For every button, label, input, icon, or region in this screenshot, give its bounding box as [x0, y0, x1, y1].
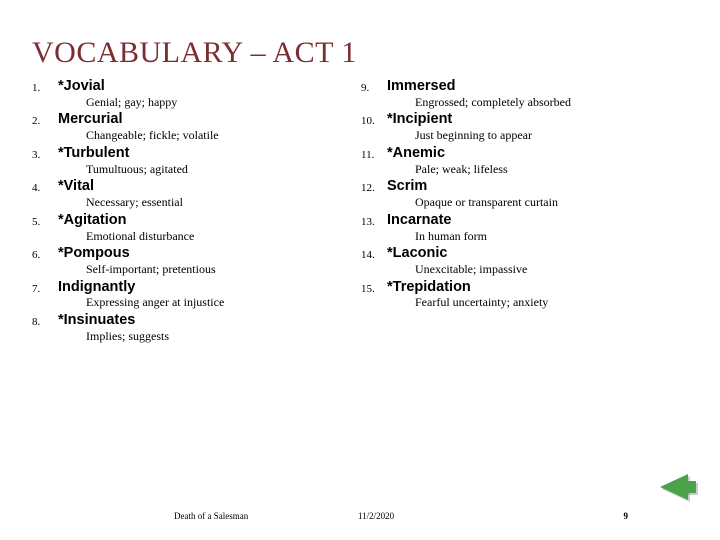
vocab-word: *Insinuates: [58, 312, 361, 329]
list-item: 2.MercurialChangeable; fickle; volatile: [32, 111, 361, 144]
col-right: 9.ImmersedEngrossed; completely absorbed…: [361, 78, 690, 346]
vocab-def: Unexcitable; impassive: [387, 262, 690, 277]
list-item: 6.*PompousSelf-important; pretentious: [32, 245, 361, 278]
footer-page: 9: [624, 511, 629, 521]
item-number: 13.: [361, 212, 387, 245]
list-item: 9.ImmersedEngrossed; completely absorbed: [361, 78, 690, 111]
back-arrow-icon[interactable]: [660, 474, 688, 500]
list-item: 11.*AnemicPale; weak; lifeless: [361, 145, 690, 178]
list-item: 13.IncarnateIn human form: [361, 212, 690, 245]
page-title: VOCABULARY – ACT 1: [32, 36, 690, 70]
list-item: 15.*TrepidationFearful uncertainty; anxi…: [361, 279, 690, 312]
vocab-word: Indignantly: [58, 279, 361, 296]
col-left: 1.*JovialGenial; gay; happy 2.MercurialC…: [32, 78, 361, 346]
vocab-def: Pale; weak; lifeless: [387, 162, 690, 177]
item-number: 4.: [32, 178, 58, 211]
item-number: 2.: [32, 111, 58, 144]
vocab-def: Genial; gay; happy: [58, 95, 361, 110]
list-item: 3.*TurbulentTumultuous; agitated: [32, 145, 361, 178]
vocab-word: *Turbulent: [58, 145, 361, 162]
vocab-word: *Laconic: [387, 245, 690, 262]
slide: VOCABULARY – ACT 1 1.*JovialGenial; gay;…: [0, 0, 720, 540]
vocab-word: *Vital: [58, 178, 361, 195]
vocab-word: *Trepidation: [387, 279, 690, 296]
footer-date: 11/2/2020: [358, 511, 394, 521]
vocab-def: Implies; suggests: [58, 329, 361, 344]
list-item: 12.ScrimOpaque or transparent curtain: [361, 178, 690, 211]
item-number: 6.: [32, 245, 58, 278]
item-number: 8.: [32, 312, 58, 345]
vocab-word: Incarnate: [387, 212, 690, 229]
vocab-def: Self-important; pretentious: [58, 262, 361, 277]
vocab-def: Emotional disturbance: [58, 229, 361, 244]
vocab-def: Expressing anger at injustice: [58, 295, 361, 310]
vocab-word: Scrim: [387, 178, 690, 195]
vocab-word: *Incipient: [387, 111, 690, 128]
item-number: 15.: [361, 279, 387, 312]
vocab-def: In human form: [387, 229, 690, 244]
vocab-def: Necessary; essential: [58, 195, 361, 210]
vocab-def: Tumultuous; agitated: [58, 162, 361, 177]
list-item: 10.*IncipientJust beginning to appear: [361, 111, 690, 144]
list-item: 5.*AgitationEmotional disturbance: [32, 212, 361, 245]
list-item: 7.IndignantlyExpressing anger at injusti…: [32, 279, 361, 312]
item-number: 10.: [361, 111, 387, 144]
vocab-def: Changeable; fickle; volatile: [58, 128, 361, 143]
vocab-word: *Jovial: [58, 78, 361, 95]
item-number: 11.: [361, 145, 387, 178]
footer-source: Death of a Salesman: [174, 511, 248, 521]
item-number: 9.: [361, 78, 387, 111]
vocab-def: Engrossed; completely absorbed: [387, 95, 690, 110]
item-number: 14.: [361, 245, 387, 278]
list-item: 14.*LaconicUnexcitable; impassive: [361, 245, 690, 278]
vocab-word: *Anemic: [387, 145, 690, 162]
list-item: 8.*InsinuatesImplies; suggests: [32, 312, 361, 345]
list-item: 4.*VitalNecessary; essential: [32, 178, 361, 211]
item-number: 3.: [32, 145, 58, 178]
vocab-def: Fearful uncertainty; anxiety: [387, 295, 690, 310]
list-item: 1.*JovialGenial; gay; happy: [32, 78, 361, 111]
item-number: 5.: [32, 212, 58, 245]
item-number: 1.: [32, 78, 58, 111]
vocab-word: Immersed: [387, 78, 690, 95]
vocab-word: *Agitation: [58, 212, 361, 229]
item-number: 12.: [361, 178, 387, 211]
item-number: 7.: [32, 279, 58, 312]
vocab-columns: 1.*JovialGenial; gay; happy 2.MercurialC…: [32, 78, 690, 346]
vocab-def: Just beginning to appear: [387, 128, 690, 143]
vocab-word: *Pompous: [58, 245, 361, 262]
vocab-def: Opaque or transparent curtain: [387, 195, 690, 210]
vocab-word: Mercurial: [58, 111, 361, 128]
